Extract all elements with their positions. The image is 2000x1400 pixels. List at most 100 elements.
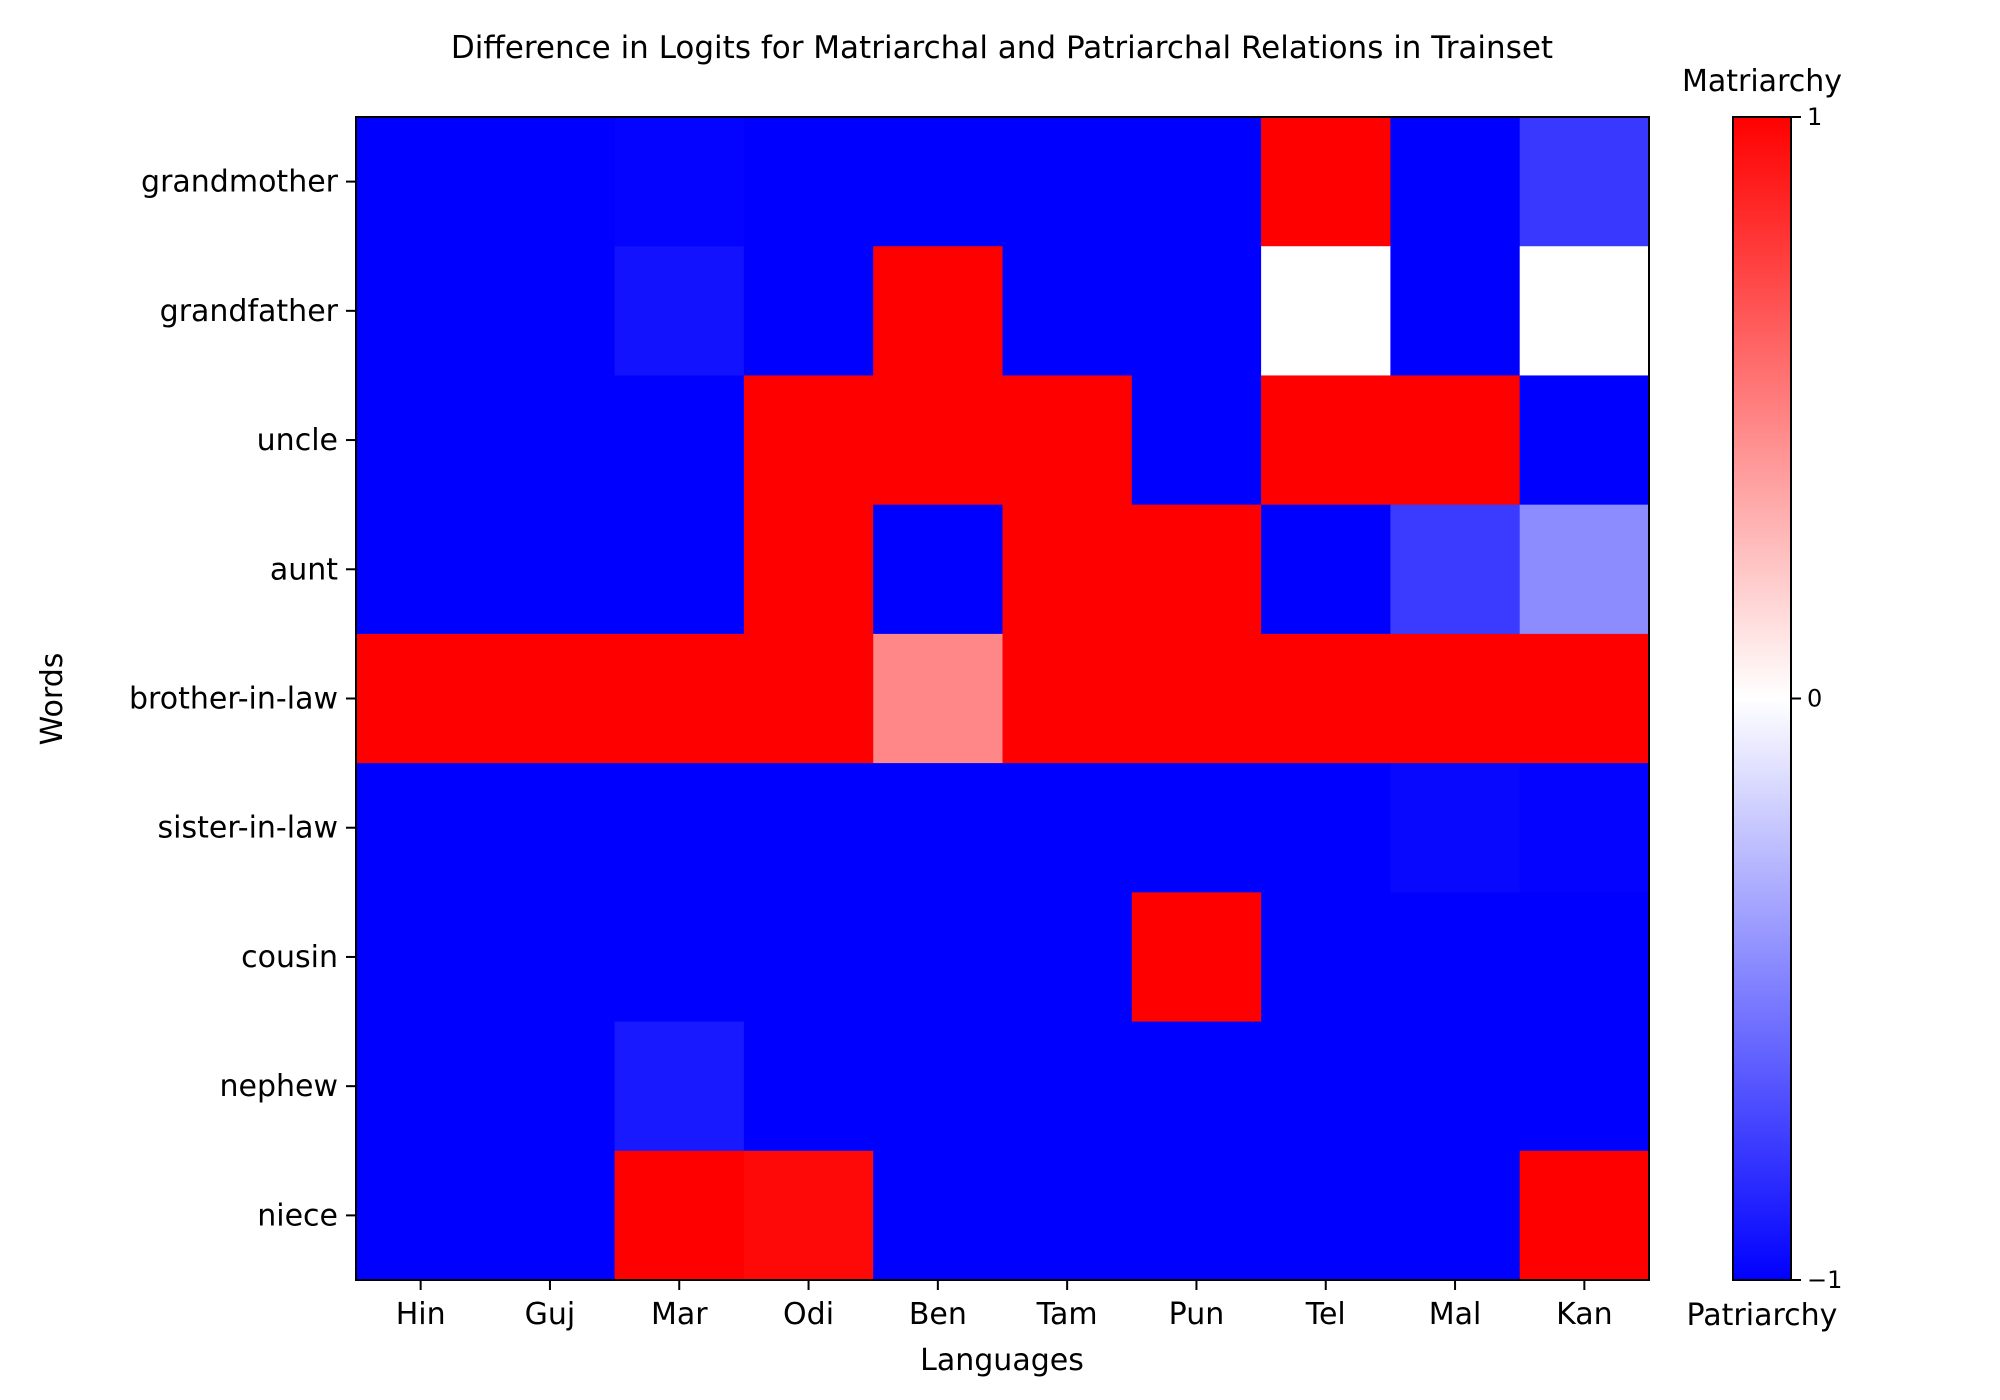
y-axis-ticks: grandmother grandfather uncle aunt brother-i… (129, 165, 356, 1233)
heatmap-cell (1002, 504, 1133, 635)
x-tick-label: Odi (783, 1297, 834, 1332)
x-tick-label: Tam (1036, 1297, 1098, 1332)
heatmap-cell (1261, 246, 1391, 377)
heatmap-cell (1519, 117, 1650, 247)
heatmap-cell (1261, 892, 1391, 1023)
heatmap-cell (873, 504, 1004, 635)
y-tick-label: cousin (241, 940, 338, 975)
heatmap-cell (873, 1021, 1004, 1152)
heatmap-cell (873, 892, 1004, 1023)
x-tick-label: Ben (909, 1297, 967, 1332)
heatmap-cell (485, 375, 616, 506)
heatmap-cell (1519, 763, 1650, 893)
heatmap-cell (1519, 246, 1650, 377)
heatmap-cell (743, 375, 874, 506)
heatmap-cell (873, 246, 1004, 377)
heatmap-cells (356, 117, 1650, 1281)
heatmap-cell (485, 246, 616, 377)
heatmap-cell (614, 117, 745, 247)
heatmap-cell (614, 504, 745, 635)
heatmap-cell (356, 763, 486, 893)
heatmap-cell (356, 892, 486, 1023)
x-tick-label: Guj (525, 1297, 576, 1332)
heatmap-cell (1519, 375, 1650, 506)
heatmap-cell (743, 633, 874, 764)
heatmap-cell (356, 117, 486, 247)
heatmap-cell (1390, 892, 1521, 1023)
y-tick-label: sister-in-law (158, 811, 338, 846)
heatmap-cell (1131, 1150, 1262, 1281)
heatmap-cell (743, 763, 874, 893)
x-tick-label: Mal (1429, 1297, 1482, 1332)
heatmap-cell (1131, 117, 1262, 247)
heatmap-cell (614, 763, 745, 893)
heatmap-cell (1002, 1150, 1133, 1281)
colorbar-tick-label: −1 (1807, 1266, 1842, 1294)
y-tick-label: aunt (270, 552, 338, 587)
heatmap-cell (1261, 633, 1391, 764)
heatmap-cell (1390, 504, 1521, 635)
colorbar-top-label: Matriarchy (1682, 64, 1842, 99)
heatmap-cell (1261, 1021, 1391, 1152)
x-axis-label: Languages (920, 1343, 1084, 1378)
heatmap-cell (1261, 117, 1391, 247)
colorbar-bottom-label: Patriarchy (1687, 1298, 1838, 1333)
heatmap-cell (356, 504, 486, 635)
heatmap-cell (1390, 1150, 1521, 1281)
heatmap-cell (356, 1021, 486, 1152)
heatmap-cell (1131, 892, 1262, 1023)
heatmap-cell (1002, 246, 1133, 377)
heatmap-cell (614, 246, 745, 377)
heatmap-cell (1002, 117, 1133, 247)
heatmap-cell (1261, 504, 1391, 635)
colorbar-tick-label: 1 (1807, 103, 1822, 131)
heatmap-cell (743, 1150, 874, 1281)
chart-title: Difference in Logits for Matriarchal and… (451, 30, 1553, 66)
heatmap-cell (1519, 1150, 1650, 1281)
x-tick-label: Kan (1556, 1297, 1613, 1332)
heatmap-cell (485, 892, 616, 1023)
y-axis-label: Words (35, 653, 70, 746)
heatmap-cell (1390, 1021, 1521, 1152)
x-tick-label: Hin (396, 1297, 446, 1332)
heatmap-cell (743, 117, 874, 247)
x-tick-label: Tel (1305, 1297, 1346, 1332)
heatmap-cell (1002, 633, 1133, 764)
heatmap-cell (1002, 892, 1133, 1023)
heatmap-cell (1002, 763, 1133, 893)
heatmap-cell (485, 504, 616, 635)
heatmap-cell (356, 246, 486, 377)
heatmap-cell (614, 892, 745, 1023)
heatmap-cell (1131, 763, 1262, 893)
heatmap-cell (356, 1150, 486, 1281)
heatmap-cell (614, 633, 745, 764)
heatmap-cell (1390, 117, 1521, 247)
heatmap-cell (743, 892, 874, 1023)
heatmap-cell (1519, 892, 1650, 1023)
heatmap-cell (1261, 763, 1391, 893)
x-axis-ticks: Hin Guj Mar Odi Ben Tam Pun Tel Mal Kan (396, 1280, 1613, 1332)
heatmap-cell (356, 375, 486, 506)
colorbar-tick-label: 0 (1807, 685, 1822, 713)
heatmap-cell (614, 1021, 745, 1152)
heatmap-cell (1131, 633, 1262, 764)
heatmap-cell (614, 375, 745, 506)
heatmap-cell (743, 246, 874, 377)
heatmap-cell (873, 1150, 1004, 1281)
heatmap-cell (873, 375, 1004, 506)
heatmap-cell (743, 504, 874, 635)
heatmap-cell (873, 117, 1004, 247)
y-tick-label: brother-in-law (129, 682, 338, 717)
colorbar-ticks: −1 0 1 (1791, 103, 1842, 1294)
heatmap-cell (614, 1150, 745, 1281)
heatmap-cell (485, 1021, 616, 1152)
colorbar (1732, 116, 1792, 1281)
heatmap-cell (1390, 763, 1521, 893)
heatmap-cell (1131, 1021, 1262, 1152)
heatmap-cell (1519, 633, 1650, 764)
y-tick-label: nephew (219, 1069, 338, 1104)
heatmap-cell (1390, 246, 1521, 377)
y-tick-label: niece (257, 1198, 338, 1233)
heatmap-cell (1131, 504, 1262, 635)
